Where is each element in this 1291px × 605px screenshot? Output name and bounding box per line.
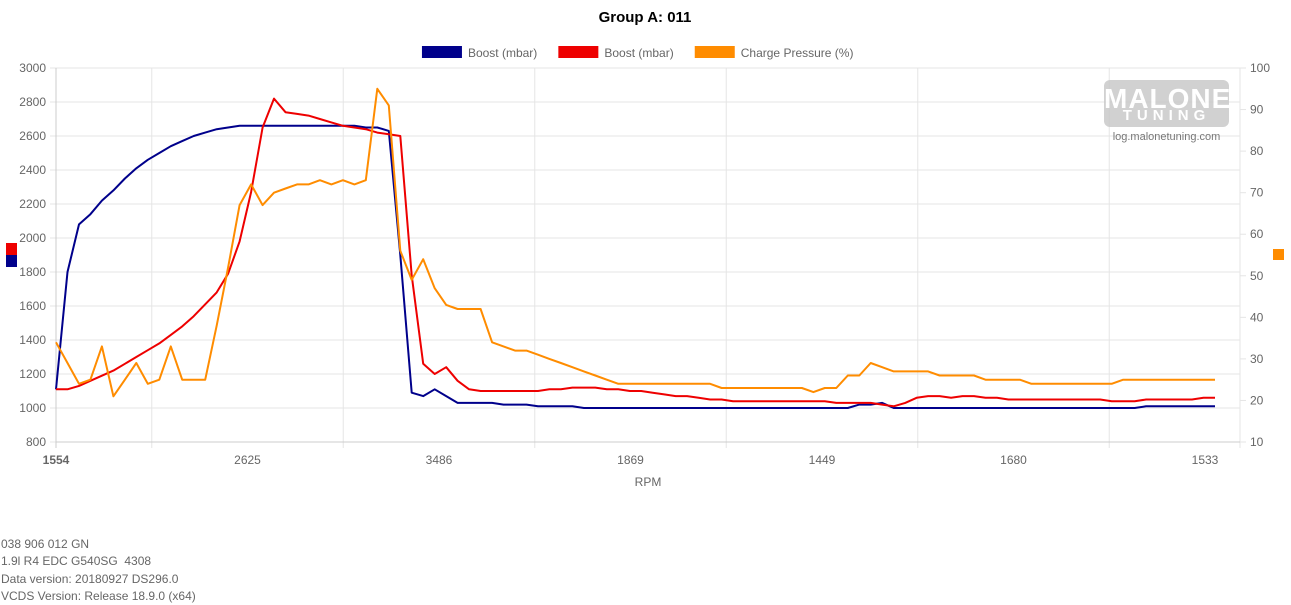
x-tick-label: 1449 [809,453,836,467]
y-left-tick-label: 2000 [19,231,46,245]
x-tick-label: 1869 [617,453,644,467]
y-left-tick-label: 1200 [19,367,46,381]
legend-item[interactable]: Boost (mbar) [558,46,674,60]
y-left-tick-label: 1600 [19,299,46,313]
legend-item[interactable]: Boost (mbar) [421,46,537,60]
watermark-url: log.malonetuning.com [1112,131,1221,143]
y-right-tick-label: 70 [1250,186,1264,200]
x-axis-label: RPM [635,475,662,489]
y-right-tick-label: 30 [1250,352,1264,366]
y-left-tick-label: 3000 [19,61,46,75]
y-left-tick-label: 2800 [19,95,46,109]
y-right-tick-label: 60 [1250,227,1264,241]
y-left-tick-label: 1800 [19,265,46,279]
x-tick-label: 2625 [234,453,261,467]
footer-info: 038 906 012 GN 1.9l R4 EDC G540SG 4308 D… [1,536,196,605]
y-left-tick-label: 1000 [19,401,46,415]
legend-swatch [421,46,462,58]
series-line [55,87,1215,398]
legend[interactable]: Boost (mbar) Boost (mbar) Charge Pressure … [421,46,854,60]
y-left-tick-label: 800 [26,435,46,449]
y-right-tick-label: 10 [1250,435,1264,449]
y-left-tick-label: 2600 [19,129,46,143]
y-right-tick-label: 80 [1250,144,1264,158]
y-left-tick-label: 1400 [19,333,46,347]
y-right-tick-label: 100 [1250,61,1270,75]
watermark-brand: MALONE [1104,83,1232,114]
y-right-tick-label: 20 [1250,393,1264,407]
watermark-logo: MALONE TUNING [1104,80,1232,127]
legend-label: Boost (mbar) [604,46,673,60]
legend-swatch [694,46,735,58]
x-tick-label: 1680 [1000,453,1027,467]
series-line [55,124,1215,409]
series-line [56,97,1215,408]
left-axis-marker-blue [6,255,17,267]
legend-label: Charge Pressure (%) [741,46,854,60]
y-left-tick-label: 2200 [19,197,46,211]
y-right-tick-label: 90 [1250,103,1264,117]
right-axis-marker-orange [1273,249,1284,260]
left-axis-marker-red [6,243,17,255]
series-group [55,87,1215,409]
x-tick-label: 1554 [43,453,70,467]
chart-title: Group A: 011 [599,9,692,26]
legend-label: Boost (mbar) [468,46,537,60]
x-tick-label: 1533 [1192,453,1219,467]
legend-swatch [558,46,599,58]
y-left-tick-label: 2400 [19,163,46,177]
y-right-tick-label: 50 [1250,269,1264,283]
footer-data-version: Data version: 20180927 DS296.0 [1,571,179,586]
footer-engine: 1.9l R4 EDC G540SG 4308 [1,554,152,569]
footer-vcds-version: VCDS Version: Release 18.9.0 (x64) [1,588,196,603]
y-right-tick-label: 40 [1250,310,1264,324]
legend-item[interactable]: Charge Pressure (%) [694,46,854,60]
footer-part-number: 038 906 012 GN [1,537,90,551]
watermark-sub: TUNING [1122,107,1211,124]
x-tick-label: 3486 [426,453,453,467]
axes: 800 1000 1200 1400 1600 1800 2000 2200 2400 2600 2… [19,61,1270,467]
